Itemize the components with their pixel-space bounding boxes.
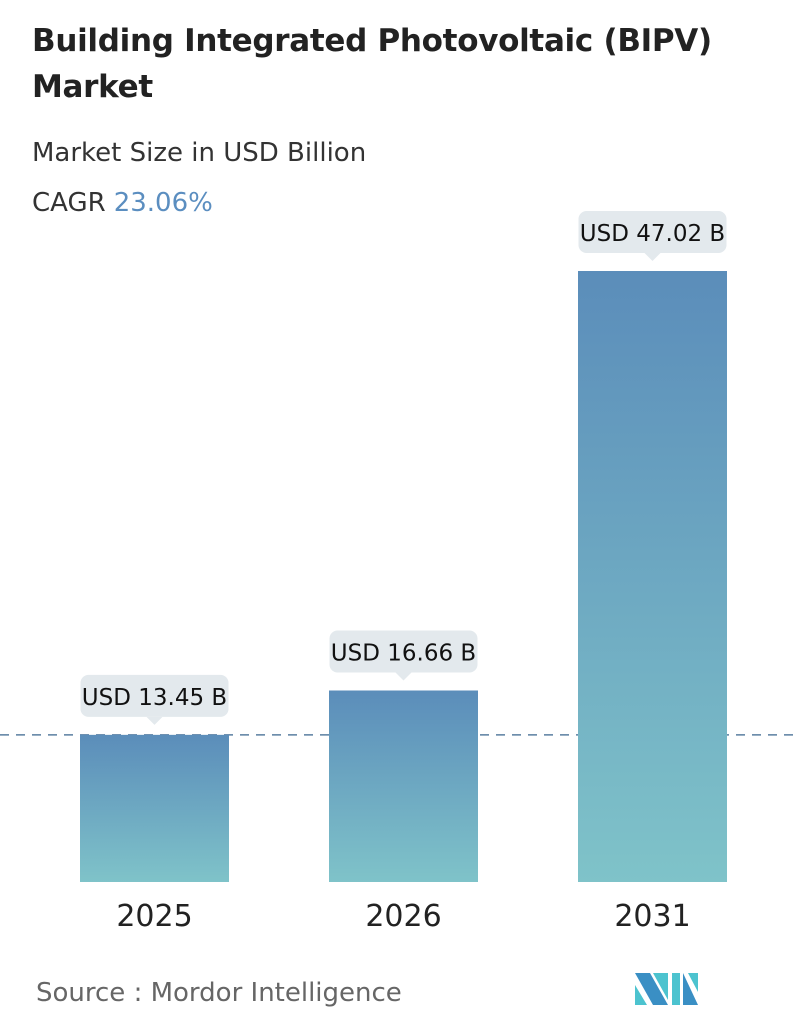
data-label-pointer-2031 [644,253,661,261]
bar-2025 [80,734,229,882]
x-tick-2025: 2025 [116,899,192,934]
bar-2031 [578,271,727,882]
data-label-bg-2031 [578,211,727,253]
data-label-pointer-2026 [395,672,412,681]
bar-2026 [329,690,478,882]
data-label-pointer-2025 [146,716,163,725]
source-text: Source : Mordor Intelligence [36,978,402,1008]
data-label-2031: USD 47.02 B [580,221,725,247]
data-label-bg-2025 [80,674,229,717]
data-label-2025: USD 13.45 B [82,685,227,711]
cagr-label: CAGR [32,188,106,218]
x-tick-2031: 2031 [614,899,690,934]
chart-title: Building Integrated Photovoltaic (BIPV) … [32,23,712,105]
cagr-value: 23.06% [113,188,213,218]
cagr: CAGR 23.06% [32,188,213,218]
chart-subtitle: Market Size in USD Billion [32,138,367,168]
data-label-bg-2026 [329,630,478,673]
x-tick-2026: 2026 [365,899,441,934]
data-label-2026: USD 16.66 B [331,640,476,666]
